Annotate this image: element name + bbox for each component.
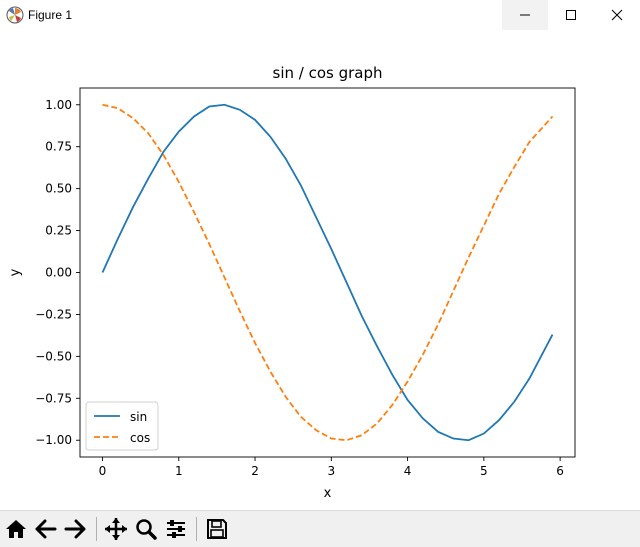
- y-tick-label: 1.00: [45, 98, 72, 112]
- chart-title: sin / cos graph: [273, 64, 383, 82]
- maximize-button[interactable]: [548, 0, 594, 30]
- forward-button[interactable]: [62, 516, 88, 542]
- navigation-toolbar: [0, 510, 640, 547]
- matplotlib-logo-icon: [6, 6, 24, 24]
- y-tick-label: −0.50: [35, 349, 72, 363]
- configure-subplots-icon: [167, 520, 185, 538]
- minimize-icon: [520, 14, 530, 16]
- forward-icon: [64, 519, 86, 539]
- minimize-button[interactable]: [502, 0, 548, 30]
- close-icon: [611, 9, 623, 21]
- pan-button[interactable]: [103, 516, 129, 542]
- x-tick-label: 1: [175, 464, 183, 478]
- close-button[interactable]: [594, 0, 640, 30]
- y-tick-label: 0.25: [45, 224, 72, 238]
- y-tick-label: −0.25: [35, 307, 72, 321]
- pan-icon: [105, 518, 127, 540]
- y-tick-label: 0.50: [45, 182, 72, 196]
- series-line-cos: [102, 103, 554, 442]
- back-button[interactable]: [33, 516, 59, 542]
- x-tick-label: 2: [251, 464, 259, 478]
- legend-box: [85, 401, 159, 451]
- home-icon: [6, 520, 26, 538]
- configure-subplots-button[interactable]: [163, 516, 189, 542]
- x-tick-label: 3: [327, 464, 335, 478]
- series-line-sin: [101, 103, 554, 442]
- title-bar: Figure 1: [0, 0, 640, 30]
- legend-label-cos: cos: [130, 431, 150, 445]
- toolbar-separator: [196, 517, 197, 541]
- y-tick-label: −0.75: [35, 391, 72, 405]
- y-axis-label: y: [8, 268, 23, 276]
- home-button[interactable]: [3, 516, 29, 542]
- x-tick-label: 5: [480, 464, 488, 478]
- save-icon: [207, 519, 227, 539]
- figure-canvas[interactable]: sin / cos graph 0 1 2 3 4 5 6 1.00 0.75 0.50 0.25 0.…: [0, 30, 640, 510]
- save-button[interactable]: [204, 516, 230, 542]
- legend-label-sin: sin: [130, 410, 147, 424]
- maximize-icon: [566, 10, 576, 20]
- zoom-icon: [136, 519, 157, 540]
- x-tick-label: 4: [404, 464, 412, 478]
- toolbar-separator: [96, 517, 97, 541]
- y-tick-label: 0.00: [45, 266, 72, 280]
- y-tick-label: 0.75: [45, 140, 72, 154]
- back-icon: [35, 519, 57, 539]
- x-axis-label: x: [324, 486, 332, 501]
- chart: sin / cos graph 0 1 2 3 4 5 6 1.00 0.75 0.50 0.25 0.…: [8, 64, 576, 501]
- zoom-button[interactable]: [133, 516, 159, 542]
- x-tick-label: 0: [99, 464, 107, 478]
- y-tick-label: −1.00: [35, 433, 72, 447]
- x-tick-label: 6: [556, 464, 564, 478]
- window-title: Figure 1: [28, 8, 73, 22]
